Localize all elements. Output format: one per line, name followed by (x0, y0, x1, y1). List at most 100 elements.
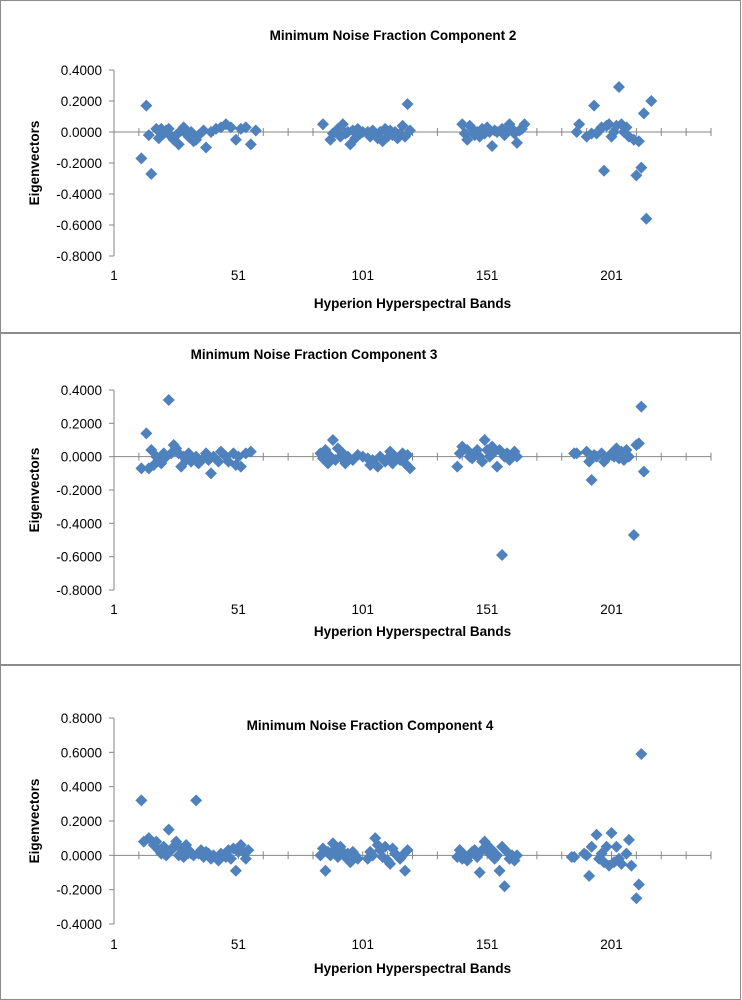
chart-2-data-point (635, 400, 648, 413)
scatter-chart-mnf-component-2: Minimum Noise Fraction Component 2 0.4000… (27, 28, 712, 311)
chart-3-data-point (162, 823, 175, 836)
chart-2-data-point (244, 445, 257, 458)
chart-2-x-tick-label: 101 (351, 602, 374, 617)
chart-1-x-tick-label: 201 (600, 268, 623, 283)
chart-3-data-point (498, 880, 511, 893)
chart-2-data-point (175, 460, 188, 473)
chart-2-x-tick-label: 51 (231, 602, 246, 617)
chart-3-data-point (473, 866, 486, 879)
chart-3-data-point (384, 857, 397, 870)
chart-3-y-axis-label: Eigenvectors (27, 779, 42, 864)
chart-3-data-point (239, 852, 252, 865)
chart-3-data-point (187, 849, 200, 862)
chart-1-data-point (229, 133, 242, 146)
chart-1-data-point (632, 135, 645, 148)
chart-3-data-point (630, 892, 643, 905)
chart-2-y-tick-label: 0.2000 (61, 416, 102, 431)
chart-2-data-point (170, 442, 183, 455)
chart-2-x-tick-label: 151 (476, 602, 499, 617)
chart-3-y-tick-label: 0.0000 (61, 848, 102, 863)
chart-2-data-point (331, 442, 344, 455)
chart-3-data-point (399, 864, 412, 877)
chart-1-data-point (396, 119, 409, 132)
chart-3-title: Minimum Noise Fraction Component 4 (247, 718, 494, 733)
chart-3-data-point (190, 794, 203, 807)
chart-3-data-point (471, 851, 484, 864)
chart-2-y-axis-label: Eigenvectors (27, 448, 42, 533)
chart-3-data-point (386, 842, 399, 855)
chart-1-data-point (316, 118, 329, 131)
chart-3-data-point (580, 849, 593, 862)
chart-1-data-point (244, 138, 257, 151)
chart-1-y-tick-label: -0.8000 (56, 249, 102, 264)
chart-1-x-tick-label: 101 (351, 268, 374, 283)
chart-2-data-point (135, 462, 148, 475)
chart-2-data-point (200, 447, 213, 460)
chart-1-data-point (598, 164, 611, 177)
chart-2-y-tick-label: 0.4000 (61, 383, 102, 398)
chart-2-data-point (585, 474, 598, 486)
chart-3-data-point (314, 849, 327, 862)
chart-1-data-point (612, 81, 625, 94)
chart-3-data-point (331, 851, 344, 864)
chart-1-data-point (461, 133, 474, 146)
chart-3-data-point (319, 864, 332, 877)
chart-2-x-tick-label: 201 (600, 602, 623, 617)
chart-2-data-point (162, 394, 175, 406)
chart-1-y-tick-label: 0.0000 (61, 125, 102, 140)
chart-1-data-point (637, 107, 650, 120)
chart-2-data-point (205, 467, 218, 480)
chart-3-data-point (224, 852, 237, 865)
chart-3-data-point (137, 835, 150, 848)
chart-3-data-point (603, 859, 616, 872)
chart-3-y-tick-label: -0.2000 (56, 883, 102, 898)
chart-1-data-point (200, 141, 213, 154)
chart-2-data-point (496, 549, 509, 561)
chart-3-data-point (229, 864, 242, 877)
chart-2-title: Minimum Noise Fraction Component 3 (191, 347, 438, 362)
chart-3-data-point (583, 869, 596, 882)
chart-1-data-point (501, 124, 514, 137)
chart-panel-1: Minimum Noise Fraction Component 2 0.4000… (0, 0, 741, 333)
chart-1-y-axis-label: Eigenvectors (27, 121, 42, 206)
chart-1-y-tick-label: 0.4000 (61, 63, 102, 78)
chart-3-data-point (369, 832, 382, 845)
chart-3-data-point (598, 856, 611, 869)
chart-1-y-tick-label: 0.2000 (61, 94, 102, 109)
chart-1-data-point (249, 124, 262, 137)
chart-2-data-point (172, 447, 185, 460)
chart-3-data-point (501, 845, 514, 858)
chart-3-y-tick-label: 0.8000 (61, 711, 102, 726)
chart-3-y-tick-label: -0.4000 (56, 917, 102, 932)
chart-2-data-point (401, 449, 414, 461)
chart-panel-3: Minimum Noise Fraction Component 4 0.8000… (0, 665, 741, 1000)
scatter-chart-mnf-component-4: Minimum Noise Fraction Component 4 0.8000… (27, 711, 712, 976)
chart-2-data-point (142, 462, 155, 475)
chart-2-data-point (404, 462, 417, 475)
chart-1-y-tick-label: -0.4000 (56, 187, 102, 202)
chart-2-data-point (371, 460, 384, 473)
chart-3-data-point (622, 833, 635, 846)
chart-3-data-point (195, 844, 208, 857)
chart-1-data-point (224, 121, 237, 134)
chart-3-x-tick-label: 201 (600, 937, 623, 952)
chart-3-data-point (142, 832, 155, 845)
chart-1-x-tick-label: 51 (231, 268, 246, 283)
chart-1-data-point (145, 167, 158, 180)
chart-1-data-point (588, 99, 601, 112)
chart-3-data-point (150, 835, 163, 848)
chart-2-x-axis-label: Hyperion Hyperspectral Bands (314, 624, 511, 639)
chart-3-data-point (453, 844, 466, 857)
chart-3-data-point (396, 849, 409, 862)
chart-1-data-point (140, 99, 153, 112)
chart-3-data-point (590, 828, 603, 841)
chart-1-data-point (518, 118, 531, 131)
chart-3-data-point (366, 849, 379, 862)
chart-1-data-point (620, 121, 633, 134)
chart-2-data-point (234, 460, 247, 473)
chart-3-data-point (585, 840, 598, 853)
chart-2-x-tick-label: 1 (110, 602, 118, 617)
chart-1-y-tick-label: -0.6000 (56, 218, 102, 233)
chart-2-data-point (336, 447, 349, 460)
chart-2-y-tick-label: -0.6000 (56, 550, 102, 565)
